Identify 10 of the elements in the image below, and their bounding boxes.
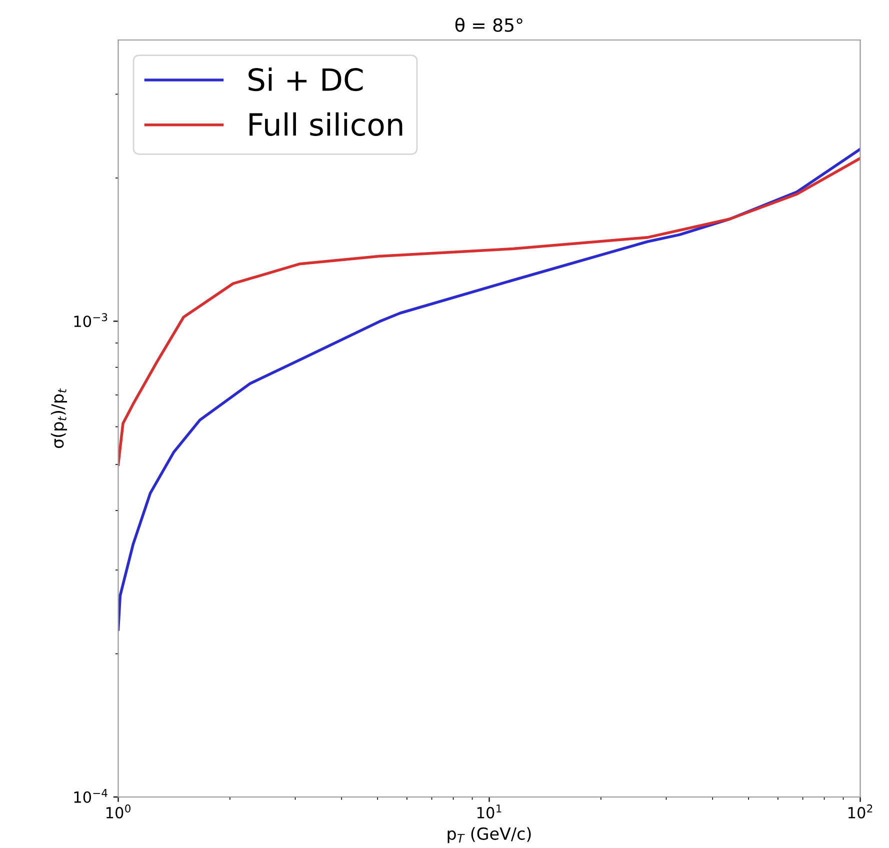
y-tick-label: 10$^{−4}$ <box>74 789 108 803</box>
y-tick-label: 10$^{−3}$ <box>74 313 108 328</box>
x-axis-title: p$_{T}$ (GeV/c) <box>448 827 531 844</box>
y-axis-title: σ(p$_{t}$)/p$_{t}$ <box>50 388 67 448</box>
legend-label: Full silicon <box>250 112 402 136</box>
legend-label: Si + DC <box>248 68 363 92</box>
x-tick-label: 10$^{1}$ <box>477 804 502 818</box>
chart-title: θ = 85° <box>455 18 522 32</box>
x-tick-label: 10$^{0}$ <box>106 804 130 818</box>
x-tick-label: 10$^{2}$ <box>848 804 872 818</box>
